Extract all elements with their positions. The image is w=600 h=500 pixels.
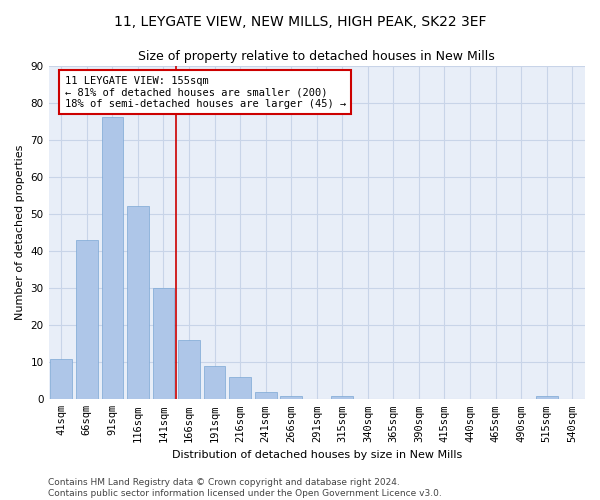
Bar [204, 366, 226, 400]
Bar [178, 340, 200, 400]
Bar [255, 392, 277, 400]
Bar [331, 396, 353, 400]
Bar [229, 377, 251, 400]
Bar [76, 240, 98, 400]
Bar [127, 206, 149, 400]
Bar [152, 288, 175, 400]
Bar [536, 396, 557, 400]
Text: 11 LEYGATE VIEW: 155sqm
← 81% of detached houses are smaller (200)
18% of semi-d: 11 LEYGATE VIEW: 155sqm ← 81% of detache… [65, 76, 346, 109]
Bar [101, 118, 123, 400]
Text: Contains HM Land Registry data © Crown copyright and database right 2024.
Contai: Contains HM Land Registry data © Crown c… [48, 478, 442, 498]
Bar [50, 358, 72, 400]
Y-axis label: Number of detached properties: Number of detached properties [15, 144, 25, 320]
Title: Size of property relative to detached houses in New Mills: Size of property relative to detached ho… [139, 50, 495, 63]
X-axis label: Distribution of detached houses by size in New Mills: Distribution of detached houses by size … [172, 450, 462, 460]
Text: 11, LEYGATE VIEW, NEW MILLS, HIGH PEAK, SK22 3EF: 11, LEYGATE VIEW, NEW MILLS, HIGH PEAK, … [114, 15, 486, 29]
Bar [280, 396, 302, 400]
